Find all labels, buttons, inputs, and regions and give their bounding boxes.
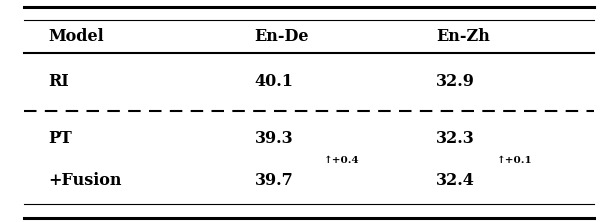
Text: Model: Model — [48, 28, 104, 45]
Text: En-Zh: En-Zh — [436, 28, 490, 45]
Text: 32.3: 32.3 — [436, 130, 475, 147]
Text: 39.3: 39.3 — [255, 130, 293, 147]
Text: 40.1: 40.1 — [255, 73, 293, 89]
Text: 32.4: 32.4 — [436, 172, 475, 189]
Text: 32.9: 32.9 — [436, 73, 475, 89]
Text: RI: RI — [48, 73, 69, 89]
Text: ↑+0.1: ↑+0.1 — [497, 157, 533, 165]
Text: En-De: En-De — [255, 28, 309, 45]
Text: +Fusion: +Fusion — [48, 172, 122, 189]
Text: ↑+0.4: ↑+0.4 — [324, 157, 360, 165]
Text: 39.7: 39.7 — [255, 172, 293, 189]
Text: PT: PT — [48, 130, 72, 147]
